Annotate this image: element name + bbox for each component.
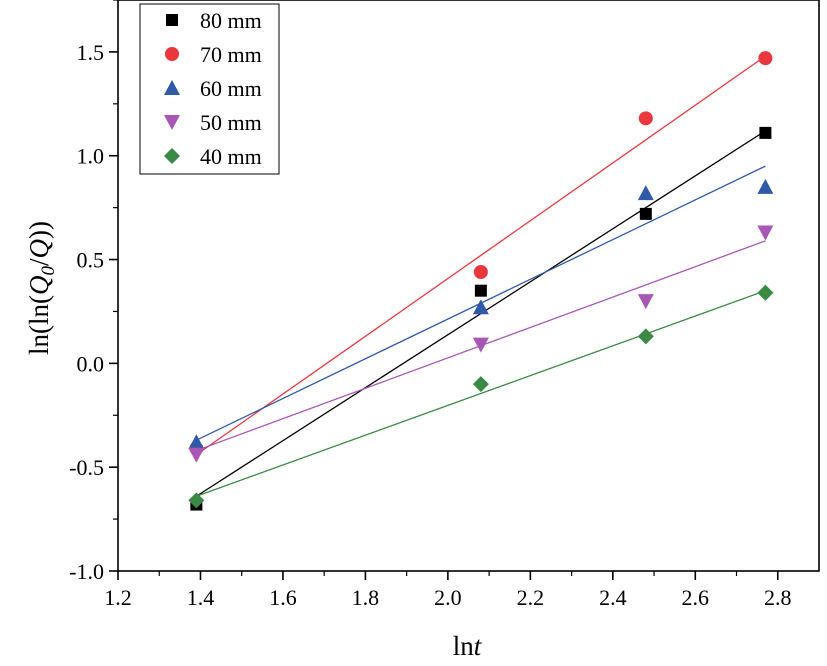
y-axis-title-part: ))	[24, 221, 54, 239]
legend-marker	[166, 14, 178, 26]
y-axis-title-var: Q	[24, 276, 54, 296]
fit-line	[196, 290, 766, 497]
x-tick-label: 2.4	[599, 585, 627, 610]
data-point	[758, 51, 773, 66]
legend-box	[139, 3, 280, 175]
y-tick-label: -0.5	[69, 455, 104, 480]
legend-marker	[164, 80, 180, 95]
data-point	[637, 294, 654, 310]
legend-label: 70 mm	[200, 42, 262, 67]
y-axis-title-part: /	[24, 258, 54, 266]
data-point	[188, 492, 205, 509]
data-point	[474, 284, 487, 297]
x-tick-label: 2.2	[517, 585, 545, 610]
data-point	[472, 299, 489, 315]
x-tick-label: 2.8	[764, 585, 792, 610]
legend-marker	[164, 115, 180, 130]
data-point	[472, 337, 489, 353]
x-tick-label: 1.6	[269, 585, 297, 610]
data-point	[473, 265, 488, 280]
x-tick-label: 1.8	[352, 585, 380, 610]
data-point	[472, 376, 489, 393]
y-tick-label: 1.5	[77, 40, 105, 65]
legend: 80 mm 70 mm 60 mm 50 mm 40 mm	[139, 3, 280, 175]
data-point	[637, 328, 654, 345]
fit-line	[195, 55, 766, 456]
data-point	[638, 111, 653, 126]
y-tick-label: 0.0	[77, 351, 105, 376]
data-point	[639, 207, 652, 220]
plot-frame	[117, 0, 820, 572]
data-point	[188, 434, 205, 450]
x-axis-title-part: ln	[453, 631, 475, 661]
x-axis-title-var: t	[474, 631, 483, 661]
y-tick-label: -1.0	[69, 559, 104, 584]
data-point	[757, 178, 774, 194]
x-tick-label: 2.0	[434, 585, 462, 610]
x-axis: 1.2 1.4 1.6 1.8 2.0 2.2 2.4 2.6 2.8	[104, 571, 792, 610]
legend-marker	[164, 148, 180, 164]
data-point	[188, 447, 205, 463]
y-axis-title: ln(ln(Q0/Q))	[24, 221, 59, 355]
y-tick-label: 0.5	[77, 248, 105, 273]
legend-marker	[165, 47, 179, 61]
y-axis: -1.0 -0.5 0.0 0.5 1.0 1.5	[69, 0, 118, 584]
x-tick-label: 2.6	[682, 585, 710, 610]
y-axis-title-var: Q	[24, 239, 54, 259]
legend-label: 60 mm	[200, 76, 262, 101]
data-point	[759, 126, 772, 139]
legend-label: 40 mm	[200, 144, 262, 169]
y-axis-title-part: ln(ln(	[24, 295, 54, 355]
y-tick-label: 1.0	[77, 144, 105, 169]
x-tick-label: 1.4	[187, 585, 215, 610]
data-markers	[188, 51, 774, 511]
x-axis-title: lnt	[453, 631, 483, 661]
y-axis-title-subscript: 0	[38, 266, 59, 276]
data-point	[757, 225, 774, 241]
x-tick-label: 1.2	[104, 585, 132, 610]
legend-label: 50 mm	[200, 110, 262, 135]
legend-label: 80 mm	[200, 8, 262, 33]
data-point	[757, 284, 774, 301]
data-point	[637, 185, 654, 201]
